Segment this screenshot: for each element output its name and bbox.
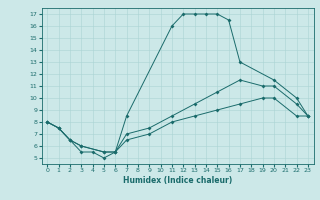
X-axis label: Humidex (Indice chaleur): Humidex (Indice chaleur) xyxy=(123,176,232,185)
